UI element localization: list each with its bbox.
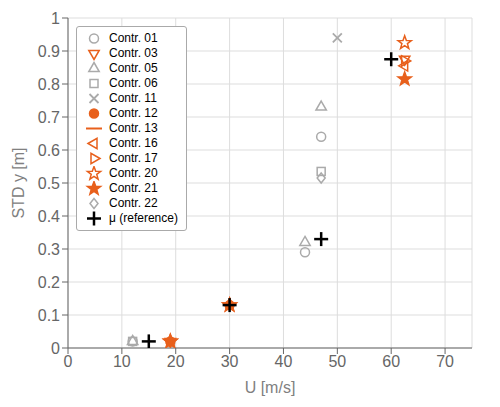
svg-text:0: 0 (51, 340, 60, 357)
html-text:Contr. 17: Contr. 17 (109, 151, 158, 165)
html-text:Contr. 16: Contr. 16 (109, 136, 158, 150)
svg-text:0.6: 0.6 (38, 142, 60, 159)
html-text:μ (reference): μ (reference) (109, 211, 178, 225)
svg-text:0.5: 0.5 (38, 175, 60, 192)
svg-text:0.3: 0.3 (38, 241, 60, 258)
svg-text:STD y [m]: STD y [m] (10, 147, 27, 218)
html-text:Contr. 21: Contr. 21 (109, 181, 158, 195)
html-text:Contr. 05: Contr. 05 (109, 61, 158, 75)
svg-text:0: 0 (64, 353, 73, 370)
svg-text:1: 1 (51, 10, 60, 27)
html-text:Contr. 01: Contr. 01 (109, 31, 158, 45)
svg-text:30: 30 (221, 353, 239, 370)
svg-text:40: 40 (275, 353, 293, 370)
svg-text:0.8: 0.8 (38, 76, 60, 93)
html-text:Contr. 06: Contr. 06 (109, 76, 158, 90)
html-text:Contr. 13: Contr. 13 (109, 121, 158, 135)
html-text:Contr. 03: Contr. 03 (109, 46, 158, 60)
svg-text:20: 20 (167, 353, 185, 370)
svg-text:10: 10 (113, 353, 131, 370)
svg-text:0.7: 0.7 (38, 109, 60, 126)
html-text:Contr. 11: Contr. 11 (109, 91, 157, 105)
svg-text:0.4: 0.4 (38, 208, 60, 225)
svg-text:60: 60 (382, 353, 400, 370)
svg-text:70: 70 (436, 353, 454, 370)
html-text:Contr. 20: Contr. 20 (109, 166, 158, 180)
svg-text:0.2: 0.2 (38, 274, 60, 291)
html-text:Contr. 22: Contr. 22 (109, 196, 158, 210)
svg-text:U [m/s]: U [m/s] (245, 379, 296, 396)
svg-text:0.9: 0.9 (38, 43, 60, 60)
svg-text:0.1: 0.1 (38, 307, 60, 324)
html-text:Contr. 12: Contr. 12 (109, 106, 158, 120)
svg-text:50: 50 (328, 353, 346, 370)
